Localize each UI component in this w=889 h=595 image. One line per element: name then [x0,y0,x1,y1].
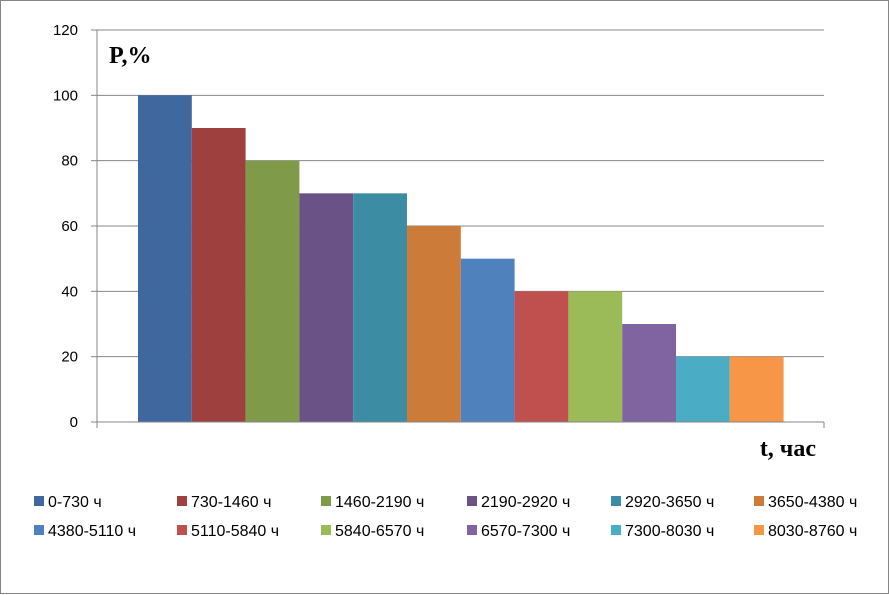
legend-label: 1460-2190 ч [335,494,424,511]
x-axis-title: t, час [760,436,817,462]
legend-label: 2190-2920 ч [481,494,570,511]
legend-swatch [177,525,187,535]
legend-swatch [611,496,621,506]
legend-swatch [754,496,764,506]
y-tick-label: 0 [70,414,78,431]
legend-swatch [34,525,44,535]
legend-label: 6570-7300 ч [481,523,570,540]
legend-label: 730-1460 ч [191,494,271,511]
bar-10 [622,324,676,422]
legend-label: 4380-5110 ч [48,523,136,540]
y-tick-label: 20 [61,349,78,366]
legend-swatch [467,496,477,506]
legend-label: 8030-8760 ч [768,523,857,540]
bar-5 [353,193,407,422]
y-tick-label: 100 [53,87,78,104]
legend-swatch [321,496,331,506]
bar-3 [245,160,300,422]
legend-swatch [467,525,477,535]
y-tick-label: 120 [53,22,78,39]
legend-label: 2920-3650 ч [625,494,714,511]
bar-9 [568,291,623,422]
bar-2 [191,128,246,422]
y-tick-label: 40 [61,283,78,300]
bar-7 [460,258,515,422]
legend-swatch [611,525,621,535]
bar-12 [729,356,784,422]
legend-label: 0-730 ч [48,494,102,511]
bar-1 [138,95,192,422]
legend-label: 5110-5840 ч [191,523,279,540]
legend-label: 7300-8030 ч [625,523,714,540]
y-axis-title: P,% [109,43,151,69]
bar-6 [407,226,461,422]
legend-swatch [177,496,187,506]
legend-swatch [321,525,331,535]
legend-swatch [754,525,764,535]
bar-8 [514,291,569,422]
y-tick-label: 80 [61,153,78,170]
legend-swatch [34,496,44,506]
bar-11 [676,356,730,422]
legend-label: 3650-4380 ч [768,494,857,511]
y-tick-label: 60 [61,218,78,235]
bar-4 [299,193,354,422]
legend-label: 5840-6570 ч [335,523,424,540]
